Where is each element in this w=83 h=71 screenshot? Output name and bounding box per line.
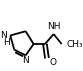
Text: N: N <box>22 56 29 65</box>
Text: H: H <box>4 38 10 47</box>
Text: N: N <box>0 31 7 40</box>
Text: O: O <box>50 58 57 67</box>
Text: NH: NH <box>47 23 60 31</box>
Text: CH₃: CH₃ <box>66 40 83 48</box>
